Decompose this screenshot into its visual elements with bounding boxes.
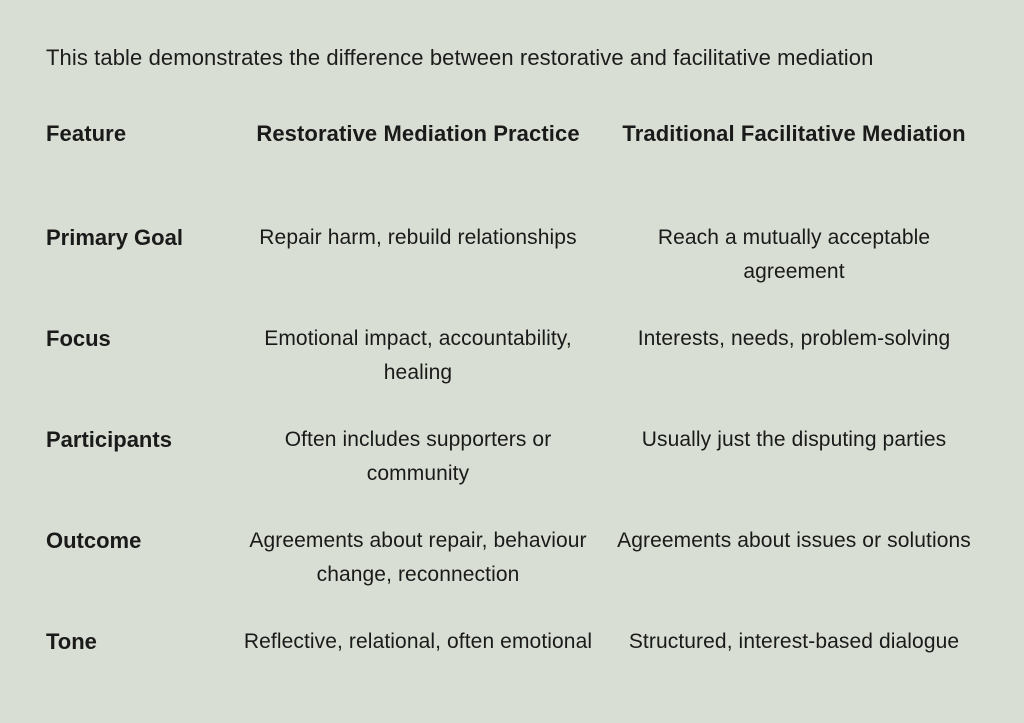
facilitative-cell: Structured, interest-based dialogue (628, 630, 960, 653)
facilitative-cell: Usually just the disputing parties (641, 428, 947, 451)
feature-cell: Participants (46, 427, 172, 452)
facilitative-cell: Agreements about issues or solutions (617, 529, 971, 552)
restorative-cell: Reflective, relational, often emotional (243, 630, 593, 653)
column-header-feature: Feature (46, 121, 127, 146)
table-row: Participants Often includes supporters o… (46, 423, 984, 491)
feature-cell: Outcome (46, 528, 142, 553)
column-header-restorative: Restorative Mediation Practice (256, 121, 580, 146)
restorative-cell: Often includes supporters or community (284, 428, 552, 485)
column-header-facilitative: Traditional Facilitative Mediation (622, 121, 966, 146)
table-row: Focus Emotional impact, accountability, … (46, 322, 984, 390)
table-row: Tone Reflective, relational, often emoti… (46, 625, 984, 693)
mediation-comparison-page: This table demonstrates the difference b… (46, 45, 984, 693)
feature-cell: Focus (46, 326, 111, 351)
table-row: Primary Goal Repair harm, rebuild relati… (46, 221, 984, 289)
table-header-row: Feature Restorative Mediation Practice T… (46, 120, 984, 148)
restorative-cell: Emotional impact, accountability, healin… (264, 327, 572, 384)
facilitative-cell: Reach a mutually acceptable agreement (657, 226, 931, 283)
page-title: This table demonstrates the difference b… (46, 45, 874, 70)
facilitative-cell: Interests, needs, problem-solving (637, 327, 951, 350)
restorative-cell: Repair harm, rebuild relationships (259, 226, 577, 249)
feature-cell: Primary Goal (46, 225, 183, 250)
comparison-table: Feature Restorative Mediation Practice T… (46, 120, 984, 693)
table-row: Outcome Agreements about repair, behavio… (46, 524, 984, 592)
feature-cell: Tone (46, 629, 97, 654)
restorative-cell: Agreements about repair, behaviour chang… (249, 529, 587, 586)
